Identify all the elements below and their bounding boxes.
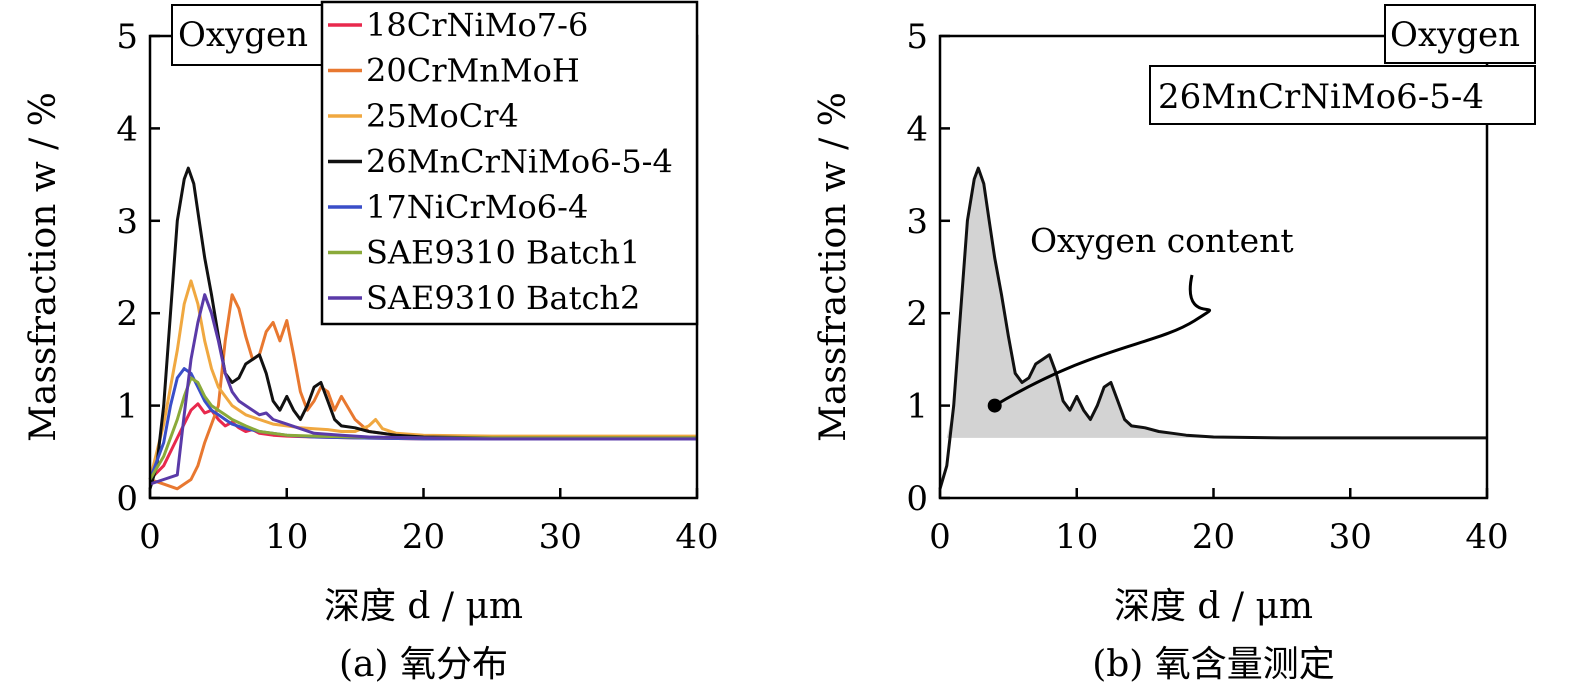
legend-entry: SAE9310 Batch2	[366, 279, 640, 317]
legend-entry: 25MoCr4	[366, 97, 519, 135]
tag-box-a: Oxygen	[171, 4, 328, 66]
x-tick-label: 40	[1465, 517, 1508, 557]
caption-a: (a) 氧分布	[339, 644, 508, 685]
tag-box-b: Oxygen	[1384, 4, 1536, 64]
legend-entry: 26MnCrNiMo6-5-4	[366, 143, 673, 181]
annotation-text: Oxygen content	[1030, 221, 1294, 260]
material-label-b: 26MnCrNiMo6-5-4	[1158, 77, 1484, 117]
series-line-1	[938, 166, 1487, 490]
legend-entry: 17NiCrMo6-4	[366, 188, 588, 226]
x-tick-label: 20	[1192, 517, 1235, 557]
annotation-marker	[987, 398, 1002, 413]
y-tick-label: 2	[906, 294, 928, 334]
x-tick-label: 30	[1329, 517, 1372, 557]
x-tick-label: 20	[402, 517, 445, 557]
tag-text-b: Oxygen	[1390, 15, 1520, 55]
caption-b: (b) 氧含量测定	[1092, 644, 1335, 685]
y-tick-label: 2	[116, 294, 138, 334]
series-group-a	[148, 166, 697, 491]
legend-a: 18CrNiMo7-6 20CrMnMoH 25MoCr4 26MnCrNiMo6-5…	[320, 0, 699, 326]
panel-b: 0 10 20 30 40 0 1 2 3 4 5 Oxygen 26MnCrNiMo6-5-4 O…	[813, 4, 1536, 685]
y-tick-label: 3	[906, 202, 928, 242]
x-tick-label: 30	[539, 517, 582, 557]
x-axis-label-a: 深度 d / μm	[324, 586, 523, 627]
ticks-b: 0 10 20 30 40 0 1 2 3 4 5	[906, 17, 1508, 557]
y-tick-label: 4	[116, 109, 138, 149]
tag-text-a: Oxygen	[178, 15, 308, 55]
x-tick-label: 40	[675, 517, 718, 557]
ticks-a: 0 10 20 30 40 0 1 2 3 4 5	[116, 17, 718, 557]
annotation-leader-line	[993, 274, 1211, 407]
x-tick-label: 0	[139, 517, 161, 557]
legend-entry: SAE9310 Batch1	[366, 234, 640, 272]
y-tick-label: 5	[116, 17, 138, 57]
y-tick-label: 1	[116, 387, 138, 427]
y-tick-label: 5	[906, 17, 928, 57]
y-tick-label: 0	[906, 479, 928, 519]
panel-a: 0 10 20 30 40 0 1 2 3 4 5 Oxygen 18CrNiMo7-6 20CrMn…	[23, 0, 719, 685]
x-tick-label: 0	[929, 517, 951, 557]
series-line-4	[148, 166, 697, 490]
x-tick-label: 10	[1055, 517, 1098, 557]
x-axis-label-b: 深度 d / μm	[1114, 586, 1313, 627]
y-axis-label-b: Massfraction w / %	[813, 92, 854, 442]
series-group-b	[938, 166, 1487, 490]
y-tick-label: 1	[906, 387, 928, 427]
material-box-b: 26MnCrNiMo6-5-4	[1149, 65, 1536, 125]
y-axis-label-a: Massfraction w / %	[23, 92, 64, 442]
y-tick-label: 4	[906, 109, 928, 149]
legend-entry: 20CrMnMoH	[366, 52, 580, 90]
y-tick-label: 3	[116, 202, 138, 242]
legend-entry: 18CrNiMo7-6	[366, 6, 588, 44]
series-line-7	[149, 293, 697, 486]
y-tick-label: 0	[116, 479, 138, 519]
x-tick-label: 10	[265, 517, 308, 557]
